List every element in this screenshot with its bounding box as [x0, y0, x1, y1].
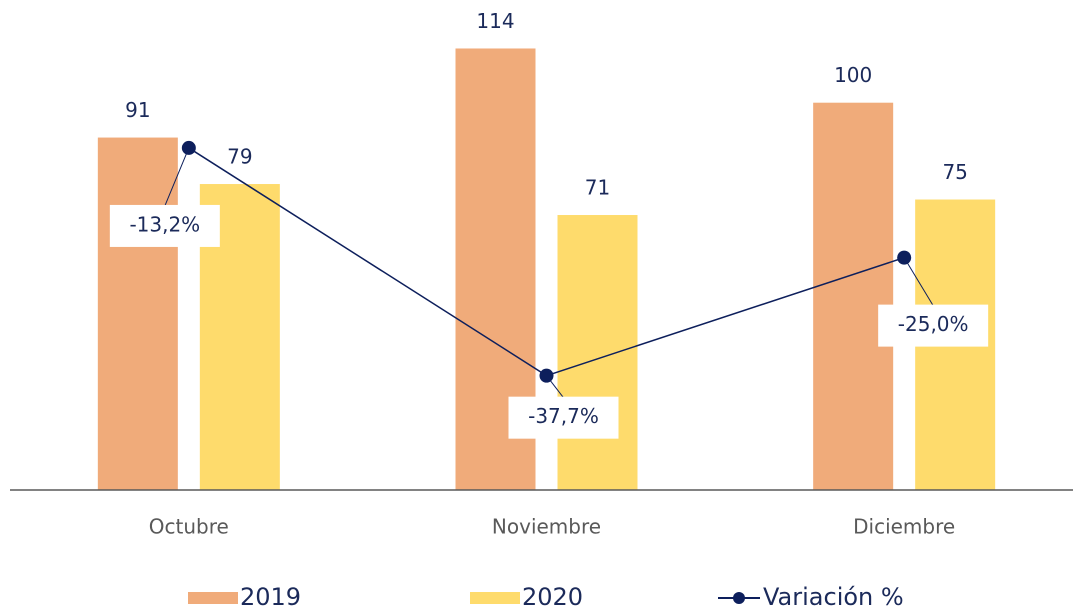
bar	[97, 137, 178, 491]
bar	[557, 215, 638, 490]
data-label: 79	[227, 145, 252, 169]
data-label: -25,0%	[898, 312, 969, 336]
legend-swatch	[470, 592, 520, 604]
data-label: 75	[942, 160, 967, 184]
data-label: -37,7%	[528, 404, 599, 428]
data-label: -13,2%	[129, 212, 200, 236]
label-box	[878, 304, 989, 347]
line-point	[897, 250, 912, 265]
line-point	[181, 140, 196, 155]
line-point	[539, 368, 554, 383]
leader-line	[164, 147, 190, 207]
data-label: 114	[476, 9, 514, 33]
data-label: 100	[834, 63, 872, 87]
x-tick-label: Noviembre	[492, 515, 601, 539]
data-label: 91	[125, 98, 150, 122]
legend-label: Variación %	[763, 583, 904, 611]
legend-label: 2019	[240, 583, 301, 611]
label-box	[109, 204, 220, 247]
data-label: 71	[585, 176, 610, 200]
x-tick-label: Diciembre	[853, 515, 955, 539]
leader-line	[903, 257, 934, 306]
legend-label: 2020	[522, 583, 583, 611]
legend-swatch	[188, 592, 238, 604]
x-tick-label: Octubre	[149, 515, 229, 539]
label-box	[508, 396, 619, 439]
line	[188, 147, 905, 377]
legend-swatch	[733, 592, 745, 604]
bar	[813, 102, 894, 490]
